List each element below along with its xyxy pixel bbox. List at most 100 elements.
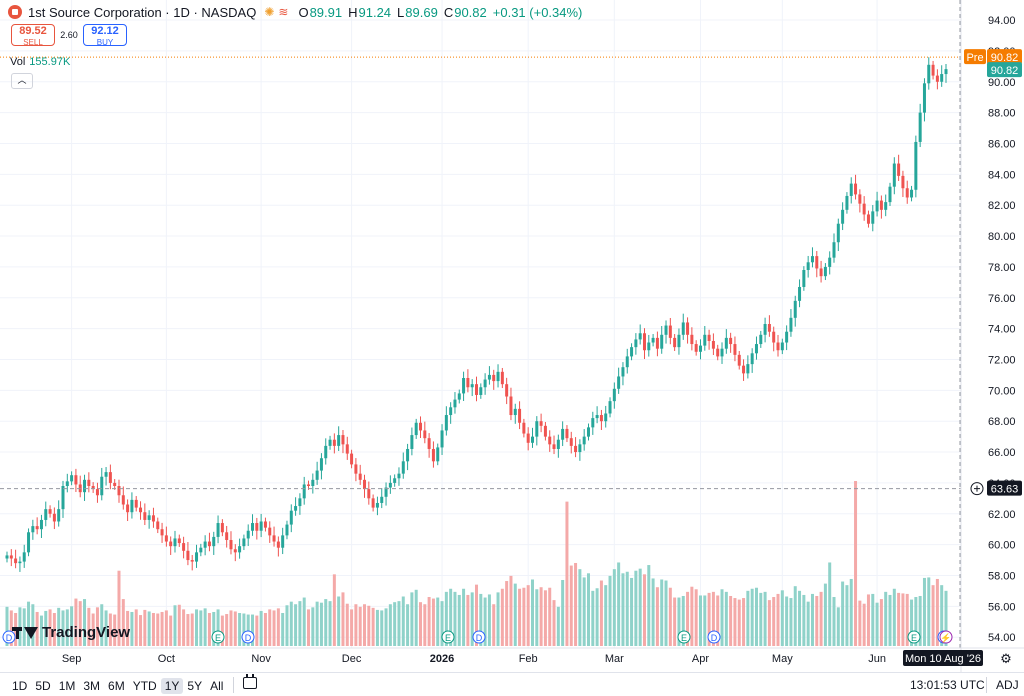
volume-bar <box>134 609 138 646</box>
utc-clock[interactable]: 13:01:53 UTC <box>910 678 985 692</box>
toolbar-separator <box>986 677 987 693</box>
buy-button[interactable]: 92.12 BUY <box>83 24 127 47</box>
y-tick-label: 72.00 <box>988 354 1016 366</box>
sell-button[interactable]: 89.52 SELL <box>11 24 55 47</box>
candle <box>164 526 168 547</box>
range-6m[interactable]: 6M <box>108 679 125 693</box>
volume-bar <box>720 589 724 646</box>
volume-bar <box>216 609 220 646</box>
candle <box>862 196 866 221</box>
symbol-title[interactable]: 1st Source Corporation · 1D · NASDAQ <box>28 4 257 20</box>
range-5d[interactable]: 5D <box>35 679 51 693</box>
candle <box>108 464 112 490</box>
settings-gear-icon[interactable]: ⚙ <box>1000 652 1012 667</box>
candle-body <box>526 433 530 443</box>
pre-price-tag[interactable]: 90.82 <box>987 49 1022 65</box>
candle-body <box>281 535 285 548</box>
candle <box>565 425 569 443</box>
dividend-marker[interactable]: D <box>2 630 16 644</box>
add-alert-plus-icon[interactable] <box>970 482 984 496</box>
volume-bar <box>565 501 569 646</box>
candle <box>724 329 728 354</box>
candle-body <box>505 384 509 397</box>
candle <box>677 328 681 355</box>
pre-label[interactable]: Pre <box>964 49 986 65</box>
candle-body <box>126 504 130 513</box>
candle <box>526 427 530 451</box>
dividend-marker-letter: D <box>6 633 13 643</box>
volume-bar <box>574 562 578 646</box>
candle-body <box>530 436 534 443</box>
range-1m[interactable]: 1M <box>58 679 76 693</box>
volume-bar <box>229 610 233 646</box>
volume-bar <box>642 574 646 646</box>
volume-bar <box>608 575 612 646</box>
candle <box>686 317 690 344</box>
volume-bar <box>61 610 65 646</box>
time-axis[interactable]: Sep Oct Nov Dec 2026 Feb Mar Apr May Jun Mon 10 Au… <box>0 647 1024 667</box>
collapse-legend-button[interactable]: ︿ <box>11 73 33 89</box>
earnings-marker[interactable]: E <box>211 630 225 644</box>
candle <box>358 464 362 485</box>
candle-body <box>95 489 99 496</box>
volume-bar <box>65 609 69 646</box>
volume-bar <box>160 611 164 646</box>
candle-body <box>483 379 487 388</box>
dividend-marker[interactable]: D <box>472 630 486 644</box>
range-ytd[interactable]: YTD <box>132 679 157 693</box>
data-status-icon[interactable]: ≋ <box>278 5 289 19</box>
candle <box>828 251 832 275</box>
candle <box>285 520 289 540</box>
adjust-button[interactable]: ADJ <box>996 678 1019 692</box>
range-1d[interactable]: 1D <box>12 679 28 693</box>
range-1y[interactable]: 1Y <box>160 678 184 694</box>
candle <box>380 488 384 509</box>
last-price-tag[interactable]: 90.82 <box>987 62 1022 77</box>
go-to-date-calendar-icon[interactable] <box>243 674 257 689</box>
earnings-marker[interactable]: E <box>677 630 691 644</box>
range-5y[interactable]: 5Y <box>187 679 203 693</box>
range-all[interactable]: All <box>210 679 224 693</box>
range-3m[interactable]: 3M <box>83 679 101 693</box>
crosshair-price-tag[interactable]: 63.63 <box>987 480 1022 496</box>
candle <box>849 177 853 204</box>
candle-body <box>414 422 418 436</box>
volume-bar <box>866 594 870 646</box>
crosshair-date-tag[interactable]: Mon 10 Aug '26 <box>903 650 983 666</box>
candle-body <box>513 408 517 416</box>
candle-body <box>556 439 560 449</box>
tradingview-logo[interactable]: TradingView <box>12 624 130 641</box>
earnings-marker[interactable]: E <box>441 630 455 644</box>
candle-body <box>737 354 741 366</box>
candle <box>87 472 91 493</box>
candle-body <box>113 482 117 486</box>
volume-bar <box>742 598 746 646</box>
candle-body <box>884 202 888 210</box>
candle <box>52 507 56 530</box>
price-axis[interactable]: 54.0056.0058.0060.0062.0064.0066.0068.00… <box>960 0 1022 672</box>
price-chart[interactable]: DDDDDEEEE⚡ 54.0056.0058.0060.0062.0064.0… <box>0 0 1024 672</box>
candle <box>875 191 879 217</box>
earnings-marker-letter: E <box>215 633 221 643</box>
market-status-icon[interactable]: ✺ <box>264 5 275 19</box>
volume-bar <box>625 571 629 646</box>
volume-bar <box>268 609 272 646</box>
candle-body <box>642 333 646 351</box>
candle-body <box>707 334 711 341</box>
candle <box>74 468 78 493</box>
y-tick-label: 58.00 <box>988 570 1016 582</box>
candle-body <box>599 415 603 422</box>
candle <box>203 535 207 556</box>
dividend-marker[interactable]: D <box>241 630 255 644</box>
candle <box>281 527 285 555</box>
candle-body <box>806 262 810 270</box>
y-tick-label: 56.00 <box>988 601 1016 613</box>
candle-body <box>862 203 866 215</box>
news-flash-marker[interactable]: ⚡ <box>939 630 953 644</box>
candle-body <box>750 353 754 365</box>
candle <box>298 493 302 515</box>
candle <box>604 405 608 428</box>
dividend-marker[interactable]: D <box>707 630 721 644</box>
earnings-marker[interactable]: E <box>907 630 921 644</box>
candle <box>61 480 65 518</box>
